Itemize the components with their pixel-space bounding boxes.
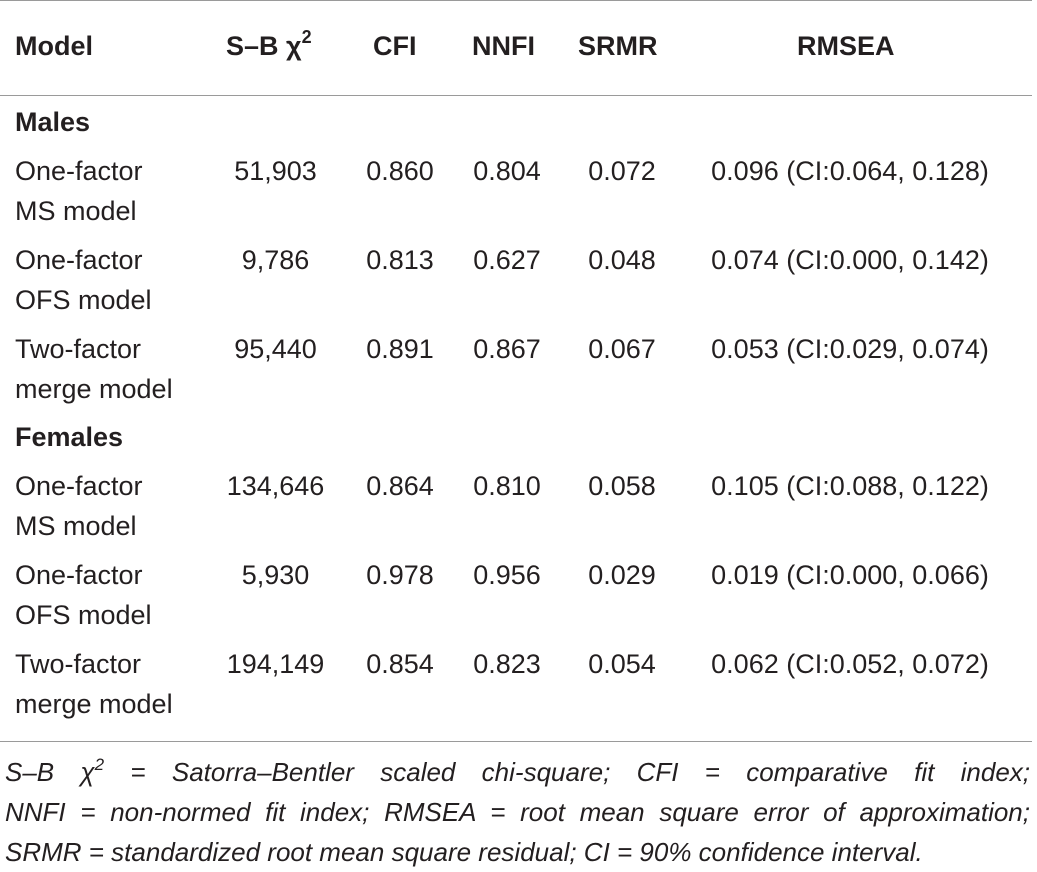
cell-nnfi: 0.810 <box>473 471 541 501</box>
cell-chi: 9,786 <box>241 245 310 275</box>
cell-srmr: 0.072 <box>588 156 656 186</box>
table-row-model: One-factor OFS model <box>15 245 152 315</box>
table-row-model: One-factor MS model <box>15 471 143 541</box>
group-label-males: Males <box>15 107 91 137</box>
table-row-model: Two-factor merge model <box>15 334 173 404</box>
cell-srmr: 0.054 <box>588 649 656 679</box>
header-rmsea: RMSEA <box>797 31 895 61</box>
header-srmr: SRMR <box>578 31 658 61</box>
header-cfi: CFI <box>373 31 417 61</box>
header-rule <box>0 95 1032 96</box>
cell-srmr: 0.029 <box>588 560 656 590</box>
cell-cfi: 0.813 <box>366 245 434 275</box>
footnote-line-2: NNFI = non-normed fit index; RMSEA = roo… <box>5 797 1030 827</box>
table-row-model: One-factor MS model <box>15 156 143 226</box>
cell-nnfi: 0.956 <box>473 560 541 590</box>
group-label-females: Females <box>15 422 124 452</box>
table-footnote: S–B χ2 = Satorra–Bentler scaled chi-squa… <box>5 752 1030 872</box>
cell-rmsea: 0.019 (CI:0.000, 0.066) <box>711 560 989 590</box>
cell-cfi: 0.860 <box>366 156 434 186</box>
cell-rmsea: 0.096 (CI:0.064, 0.128) <box>711 156 989 186</box>
cell-srmr: 0.058 <box>588 471 656 501</box>
cell-rmsea: 0.105 (CI:0.088, 0.122) <box>711 471 989 501</box>
cell-cfi: 0.854 <box>366 649 434 679</box>
cell-nnfi: 0.867 <box>473 334 541 364</box>
cell-srmr: 0.067 <box>588 334 656 364</box>
cell-rmsea: 0.053 (CI:0.029, 0.074) <box>711 334 989 364</box>
header-chi-square: S–B χ2 <box>226 27 312 61</box>
footnote-line-3: SRMR = standardized root mean square res… <box>5 837 923 867</box>
cell-chi: 95,440 <box>234 334 317 364</box>
cell-rmsea: 0.074 (CI:0.000, 0.142) <box>711 245 989 275</box>
cell-chi: 194,149 <box>226 649 325 679</box>
table-row-model: One-factor OFS model <box>15 560 152 630</box>
cell-cfi: 0.978 <box>366 560 434 590</box>
header-nnfi: NNFI <box>472 31 535 61</box>
cell-cfi: 0.864 <box>366 471 434 501</box>
header-model: Model <box>15 31 93 61</box>
cell-srmr: 0.048 <box>588 245 656 275</box>
footnote-line-1: S–B χ2 = Satorra–Bentler scaled chi-squa… <box>5 755 1030 787</box>
cell-chi: 51,903 <box>234 156 317 186</box>
cell-nnfi: 0.823 <box>473 649 541 679</box>
cell-rmsea: 0.062 (CI:0.052, 0.072) <box>711 649 989 679</box>
cell-cfi: 0.891 <box>366 334 434 364</box>
cell-nnfi: 0.627 <box>473 245 541 275</box>
table-top-rule <box>0 0 1032 1</box>
cell-chi: 5,930 <box>241 560 310 590</box>
table-row-model: Two-factor merge model <box>15 649 173 719</box>
table-bottom-rule <box>0 741 1032 742</box>
cell-nnfi: 0.804 <box>473 156 541 186</box>
cell-chi: 134,646 <box>226 471 325 501</box>
